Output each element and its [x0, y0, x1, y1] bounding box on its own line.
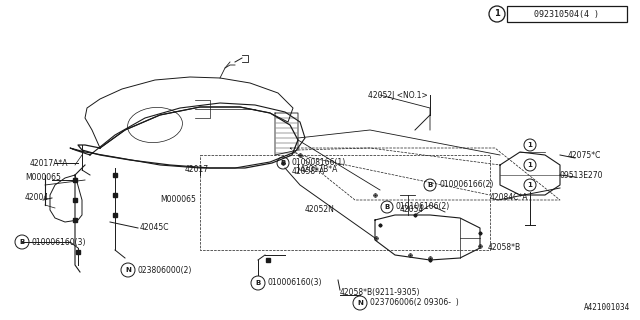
Text: 092310504(4 ): 092310504(4 )	[534, 10, 600, 19]
FancyBboxPatch shape	[507, 6, 627, 22]
Text: 42017A*A: 42017A*A	[30, 158, 68, 167]
Text: 010006160(3): 010006160(3)	[268, 278, 323, 287]
Text: A421001034: A421001034	[584, 303, 630, 312]
Text: M000065: M000065	[25, 173, 61, 182]
Text: 42017: 42017	[185, 165, 209, 174]
Text: N: N	[125, 267, 131, 273]
Text: 42058*A: 42058*A	[292, 167, 325, 177]
Text: 42058*B: 42058*B	[488, 244, 521, 252]
Text: 1: 1	[527, 182, 532, 188]
Text: B: B	[255, 280, 260, 286]
Text: 023706006(2 09306-  ): 023706006(2 09306- )	[370, 299, 459, 308]
Text: B: B	[280, 160, 285, 166]
Text: B: B	[428, 182, 433, 188]
Text: 42004: 42004	[25, 194, 49, 203]
Text: 42084C*A: 42084C*A	[490, 194, 529, 203]
Text: 010006160(3): 010006160(3)	[32, 237, 86, 246]
Text: 42052N: 42052N	[305, 205, 335, 214]
Text: 1: 1	[494, 10, 500, 19]
Text: 42045C: 42045C	[140, 223, 170, 233]
Text: B: B	[385, 204, 390, 210]
Text: N: N	[357, 300, 363, 306]
Text: 010008166(1): 010008166(1)	[292, 158, 346, 167]
Text: 42075*C: 42075*C	[568, 150, 602, 159]
Text: 42054: 42054	[400, 205, 424, 214]
Text: 42058*B(9211-9305): 42058*B(9211-9305)	[340, 287, 420, 297]
Text: 010106106(2): 010106106(2)	[396, 203, 451, 212]
Text: 1: 1	[527, 142, 532, 148]
Text: 42052J <NO.1>: 42052J <NO.1>	[368, 91, 428, 100]
Text: M000065: M000065	[160, 196, 196, 204]
Text: 42017B*A: 42017B*A	[300, 165, 339, 174]
Text: 010006166(2): 010006166(2)	[439, 180, 493, 189]
Text: 09513E270: 09513E270	[560, 171, 604, 180]
Text: B: B	[19, 239, 24, 245]
Text: 023806000(2): 023806000(2)	[138, 266, 193, 275]
Text: 1: 1	[527, 162, 532, 168]
